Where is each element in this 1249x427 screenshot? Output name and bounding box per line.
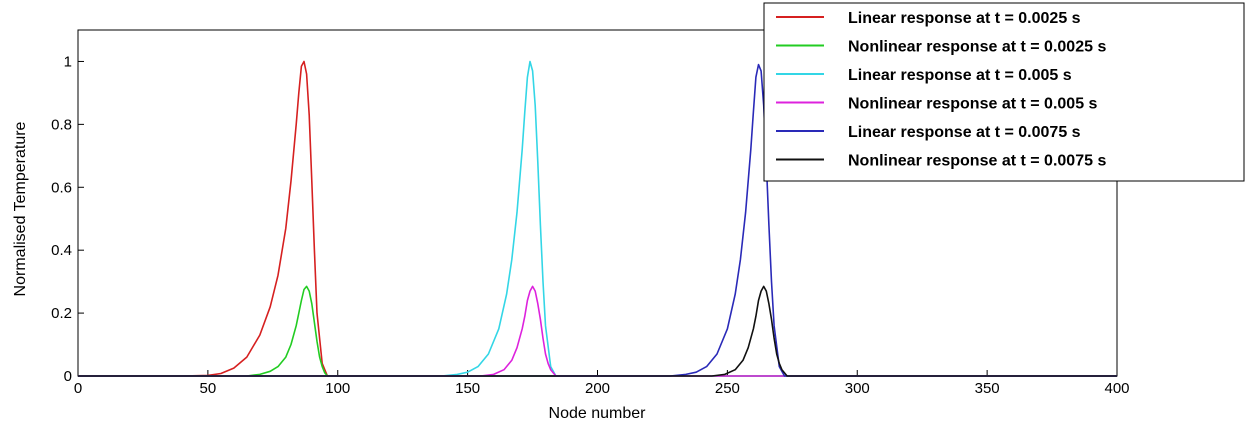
y-tick-label: 0.2 xyxy=(51,305,72,322)
legend-entry: Nonlinear response at t = 0.0025 s xyxy=(848,39,1106,56)
x-tick-label: 50 xyxy=(200,380,217,397)
series-line-6 xyxy=(78,285,1117,377)
x-tick-label: 0 xyxy=(74,380,82,397)
legend-entry: Linear response at t = 0.0025 s xyxy=(848,10,1081,27)
series-line-2 xyxy=(78,285,1117,377)
series-lines xyxy=(78,60,1117,377)
y-axis-label: Normalised Temperature xyxy=(12,121,29,296)
y-tick-label: 0 xyxy=(64,368,72,385)
series-line-4 xyxy=(78,285,1117,377)
legend-box xyxy=(763,2,1245,182)
legend-entry: Nonlinear response at t = 0.0075 s xyxy=(848,153,1106,170)
x-axis-label: Node number xyxy=(549,405,647,422)
series-line-1 xyxy=(78,60,1117,377)
y-tick-label: 1 xyxy=(64,53,72,70)
x-tick-label: 350 xyxy=(975,380,1000,397)
y-tick-label: 0.4 xyxy=(51,242,72,259)
x-tick-label: 100 xyxy=(325,380,350,397)
x-tick-label: 300 xyxy=(845,380,870,397)
legend-entry: Nonlinear response at t = 0.005 s xyxy=(848,96,1098,113)
legend-entry: Linear response at t = 0.005 s xyxy=(848,67,1072,84)
legend: Linear response at t = 0.0025 s Nonlinear… xyxy=(763,2,1245,182)
x-tick-label: 150 xyxy=(455,380,480,397)
legend-entry: Linear response at t = 0.0075 s xyxy=(848,124,1081,141)
x-tick-label: 250 xyxy=(715,380,740,397)
y-tick-label: 0.6 xyxy=(51,179,72,196)
x-tick-label: 400 xyxy=(1104,380,1129,397)
y-tick-label: 0.8 xyxy=(51,116,72,133)
x-axis: 0 50 100 150 200 250 300 350 400 xyxy=(74,370,1130,397)
series-line-3 xyxy=(78,60,1117,377)
series-line-5 xyxy=(78,63,1117,377)
y-axis: 0 0.2 0.4 0.6 0.8 1 xyxy=(51,53,84,385)
x-tick-label: 200 xyxy=(585,380,610,397)
